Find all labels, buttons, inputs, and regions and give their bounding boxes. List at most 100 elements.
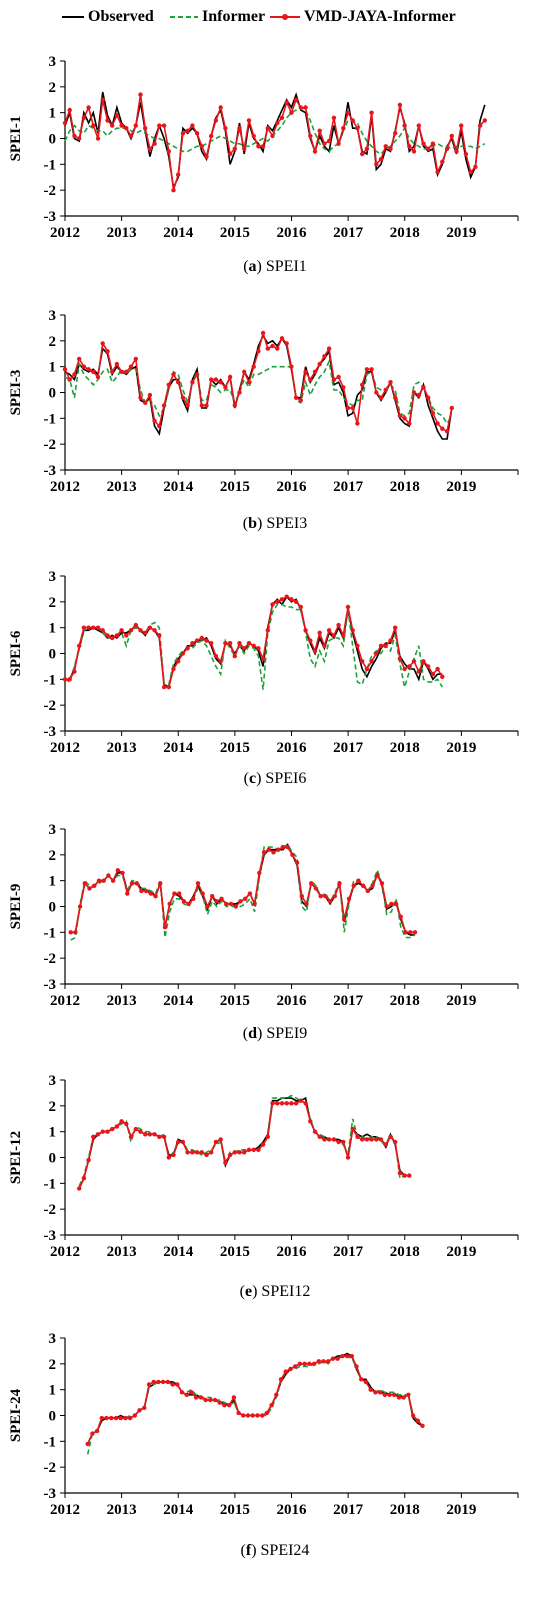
series-point-vmd — [330, 1356, 336, 1361]
series-point-vmd — [237, 390, 242, 395]
series-point-vmd — [227, 1152, 233, 1158]
x-tick-label: 2016 — [277, 1244, 308, 1260]
series-point-vmd — [354, 1364, 359, 1369]
series-point-vmd — [303, 1101, 308, 1106]
series-point-vmd — [95, 136, 101, 141]
series-point-vmd — [435, 421, 440, 426]
y-tick-label: 2 — [49, 1357, 57, 1373]
series-line-vmd-jaya-informer — [86, 1355, 424, 1445]
series-point-vmd — [279, 597, 285, 602]
x-tick-label: 2016 — [277, 1502, 308, 1518]
series-point-vmd — [303, 369, 308, 374]
series-point-vmd — [364, 1137, 370, 1142]
series-point-vmd — [299, 894, 304, 899]
series-point-vmd — [392, 1392, 397, 1398]
series-point-vmd — [304, 901, 309, 907]
series-point-vmd — [152, 418, 157, 424]
series-point-vmd — [298, 604, 303, 610]
series-point-vmd — [323, 894, 328, 899]
x-tick-label: 2014 — [163, 740, 194, 756]
series-point-vmd — [350, 1126, 355, 1132]
series-point-vmd — [157, 633, 162, 638]
x-tick-label: 2012 — [50, 1244, 80, 1260]
series-point-vmd — [360, 382, 365, 387]
series-point-vmd — [212, 1397, 218, 1403]
series-point-vmd — [389, 901, 394, 907]
series-point-vmd — [133, 123, 138, 128]
series-point-vmd — [101, 878, 106, 883]
series-point-vmd — [232, 403, 237, 408]
series-point-vmd — [388, 1134, 393, 1140]
series-point-vmd — [331, 115, 337, 121]
x-tick-label: 2018 — [390, 479, 420, 495]
series-point-vmd — [96, 878, 102, 883]
legend-swatch-observed — [62, 16, 84, 18]
series-point-vmd — [363, 1379, 369, 1385]
y-tick-label: -1 — [44, 1176, 57, 1192]
series-point-vmd — [100, 628, 105, 633]
series-point-vmd — [402, 666, 407, 672]
series-point-vmd — [289, 364, 294, 369]
series-point-vmd — [237, 641, 242, 646]
series-point-vmd — [264, 1410, 270, 1416]
series-point-vmd — [119, 1119, 124, 1124]
series-point-vmd — [105, 118, 110, 123]
y-axis-label: SPEI-6 — [8, 630, 24, 676]
series-point-vmd — [289, 1101, 294, 1106]
series-point-vmd — [350, 628, 355, 633]
series-point-vmd — [153, 894, 158, 899]
series-point-vmd — [345, 405, 351, 411]
series-point-vmd — [199, 144, 204, 149]
series-point-vmd — [242, 646, 247, 651]
series-point-vmd — [62, 120, 68, 126]
series-point-vmd — [91, 625, 96, 630]
series-point-vmd — [190, 123, 195, 128]
series-point-vmd — [90, 1431, 95, 1436]
series-point-vmd — [411, 390, 417, 395]
series-point-vmd — [257, 870, 262, 876]
series-point-vmd — [245, 1413, 251, 1418]
series-point-vmd — [260, 656, 266, 661]
y-tick-label: 3 — [49, 1331, 57, 1347]
series-point-vmd — [242, 1150, 247, 1155]
series-point-vmd — [307, 1361, 312, 1367]
series-point-vmd — [430, 411, 436, 416]
series-point-vmd — [157, 123, 162, 128]
series-point-vmd — [321, 1359, 326, 1364]
series-point-vmd — [73, 930, 78, 935]
series-point-vmd — [375, 873, 380, 878]
series-point-vmd — [402, 1173, 407, 1178]
series-point-vmd — [332, 894, 337, 899]
series-point-vmd — [68, 930, 73, 935]
y-axis-label: SPEI-24 — [8, 1388, 24, 1442]
series-point-vmd — [336, 622, 341, 628]
series-point-vmd — [246, 118, 252, 123]
series-point-vmd — [172, 891, 177, 896]
series-point-vmd — [406, 1392, 411, 1398]
series-point-vmd — [194, 1150, 200, 1155]
series-point-vmd — [260, 1413, 265, 1418]
series-point-vmd — [260, 1142, 266, 1147]
series-point-vmd — [204, 154, 209, 159]
series-point-vmd — [326, 1137, 332, 1142]
series-point-vmd — [110, 1126, 115, 1132]
series-point-vmd — [184, 1392, 189, 1398]
series-point-vmd — [322, 1137, 327, 1142]
series-point-vmd — [327, 899, 333, 904]
series-point-vmd — [138, 92, 143, 97]
series-point-vmd — [384, 904, 389, 909]
y-tick-label: -3 — [44, 724, 57, 740]
series-point-vmd — [152, 628, 157, 633]
series-point-vmd — [260, 330, 266, 336]
series-point-vmd — [194, 372, 200, 377]
series-point-vmd — [176, 172, 181, 177]
series-point-vmd — [326, 628, 332, 633]
series-point-vmd — [91, 1134, 96, 1140]
series-point-vmd — [284, 341, 289, 346]
series-point-vmd — [218, 105, 223, 110]
series-point-vmd — [454, 149, 459, 154]
y-tick-label: 1 — [49, 621, 57, 637]
panel-caption: (f) SPEI24 — [240, 1542, 310, 1559]
